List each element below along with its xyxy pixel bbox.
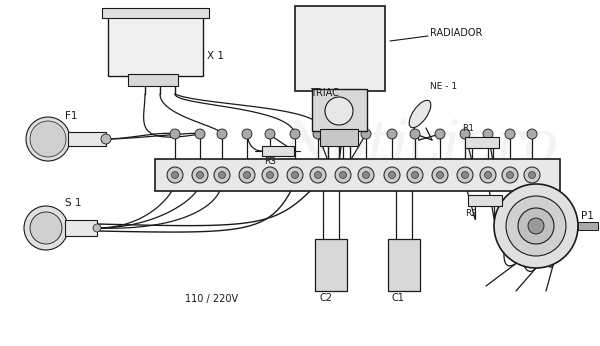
- Circle shape: [361, 129, 371, 139]
- Bar: [128, 74, 178, 86]
- Circle shape: [435, 129, 445, 139]
- Text: C2: C2: [319, 293, 332, 303]
- Circle shape: [480, 167, 496, 183]
- Bar: [262, 146, 294, 156]
- Circle shape: [26, 117, 70, 161]
- Circle shape: [290, 129, 300, 139]
- Text: TRIAC: TRIAC: [310, 88, 339, 98]
- Circle shape: [287, 167, 303, 183]
- Text: S 1: S 1: [65, 198, 82, 208]
- Bar: [295, 6, 385, 91]
- Bar: [388, 239, 420, 291]
- Circle shape: [314, 172, 322, 179]
- Bar: [102, 8, 209, 18]
- Circle shape: [457, 167, 473, 183]
- Text: NE - 1: NE - 1: [430, 82, 457, 91]
- Circle shape: [325, 97, 353, 125]
- Circle shape: [242, 129, 252, 139]
- Bar: [68, 132, 106, 146]
- Circle shape: [412, 172, 419, 179]
- Ellipse shape: [409, 100, 431, 128]
- Text: C1: C1: [392, 293, 405, 303]
- Circle shape: [292, 172, 299, 179]
- Circle shape: [214, 167, 230, 183]
- Circle shape: [461, 172, 469, 179]
- Text: P1: P1: [581, 211, 594, 221]
- Circle shape: [338, 129, 348, 139]
- Circle shape: [387, 129, 397, 139]
- Circle shape: [30, 121, 66, 157]
- Bar: [465, 137, 499, 148]
- Circle shape: [506, 196, 566, 256]
- Circle shape: [410, 129, 420, 139]
- Circle shape: [358, 167, 374, 183]
- Circle shape: [485, 172, 491, 179]
- Circle shape: [505, 129, 515, 139]
- Circle shape: [384, 167, 400, 183]
- Circle shape: [506, 172, 514, 179]
- Bar: [320, 129, 358, 146]
- Circle shape: [389, 172, 395, 179]
- Circle shape: [529, 172, 536, 179]
- Text: F1: F1: [65, 111, 77, 121]
- Bar: [108, 16, 203, 76]
- Circle shape: [24, 206, 68, 250]
- Bar: [315, 239, 347, 291]
- Circle shape: [170, 129, 180, 139]
- Circle shape: [483, 129, 493, 139]
- Circle shape: [518, 208, 554, 244]
- Circle shape: [197, 172, 203, 179]
- Circle shape: [527, 129, 537, 139]
- Circle shape: [167, 167, 183, 183]
- Circle shape: [310, 167, 326, 183]
- Circle shape: [262, 167, 278, 183]
- Circle shape: [244, 172, 251, 179]
- Text: R3: R3: [264, 157, 276, 166]
- Text: R2: R2: [465, 209, 477, 218]
- Text: RADIADOR: RADIADOR: [430, 28, 482, 38]
- Bar: [312, 89, 367, 131]
- Circle shape: [265, 129, 275, 139]
- Circle shape: [93, 224, 101, 232]
- Circle shape: [239, 167, 255, 183]
- Bar: [65, 220, 97, 236]
- Circle shape: [335, 167, 351, 183]
- Circle shape: [172, 172, 179, 179]
- Circle shape: [432, 167, 448, 183]
- Circle shape: [218, 172, 226, 179]
- Circle shape: [195, 129, 205, 139]
- Circle shape: [192, 167, 208, 183]
- Circle shape: [407, 167, 423, 183]
- Circle shape: [362, 172, 370, 179]
- Circle shape: [437, 172, 443, 179]
- Circle shape: [340, 172, 347, 179]
- Circle shape: [101, 134, 111, 144]
- Circle shape: [524, 167, 540, 183]
- Text: R1: R1: [462, 124, 474, 133]
- Bar: [468, 195, 502, 206]
- Text: X 1: X 1: [207, 51, 224, 61]
- Circle shape: [217, 129, 227, 139]
- Text: Noticiero: Noticiero: [281, 118, 559, 174]
- Circle shape: [30, 212, 62, 244]
- Circle shape: [494, 184, 578, 268]
- Circle shape: [266, 172, 274, 179]
- Circle shape: [313, 129, 323, 139]
- Bar: [578, 222, 598, 230]
- Bar: [155, 159, 560, 191]
- Circle shape: [502, 167, 518, 183]
- Circle shape: [460, 129, 470, 139]
- Text: 110 / 220V: 110 / 220V: [185, 294, 238, 304]
- Circle shape: [528, 218, 544, 234]
